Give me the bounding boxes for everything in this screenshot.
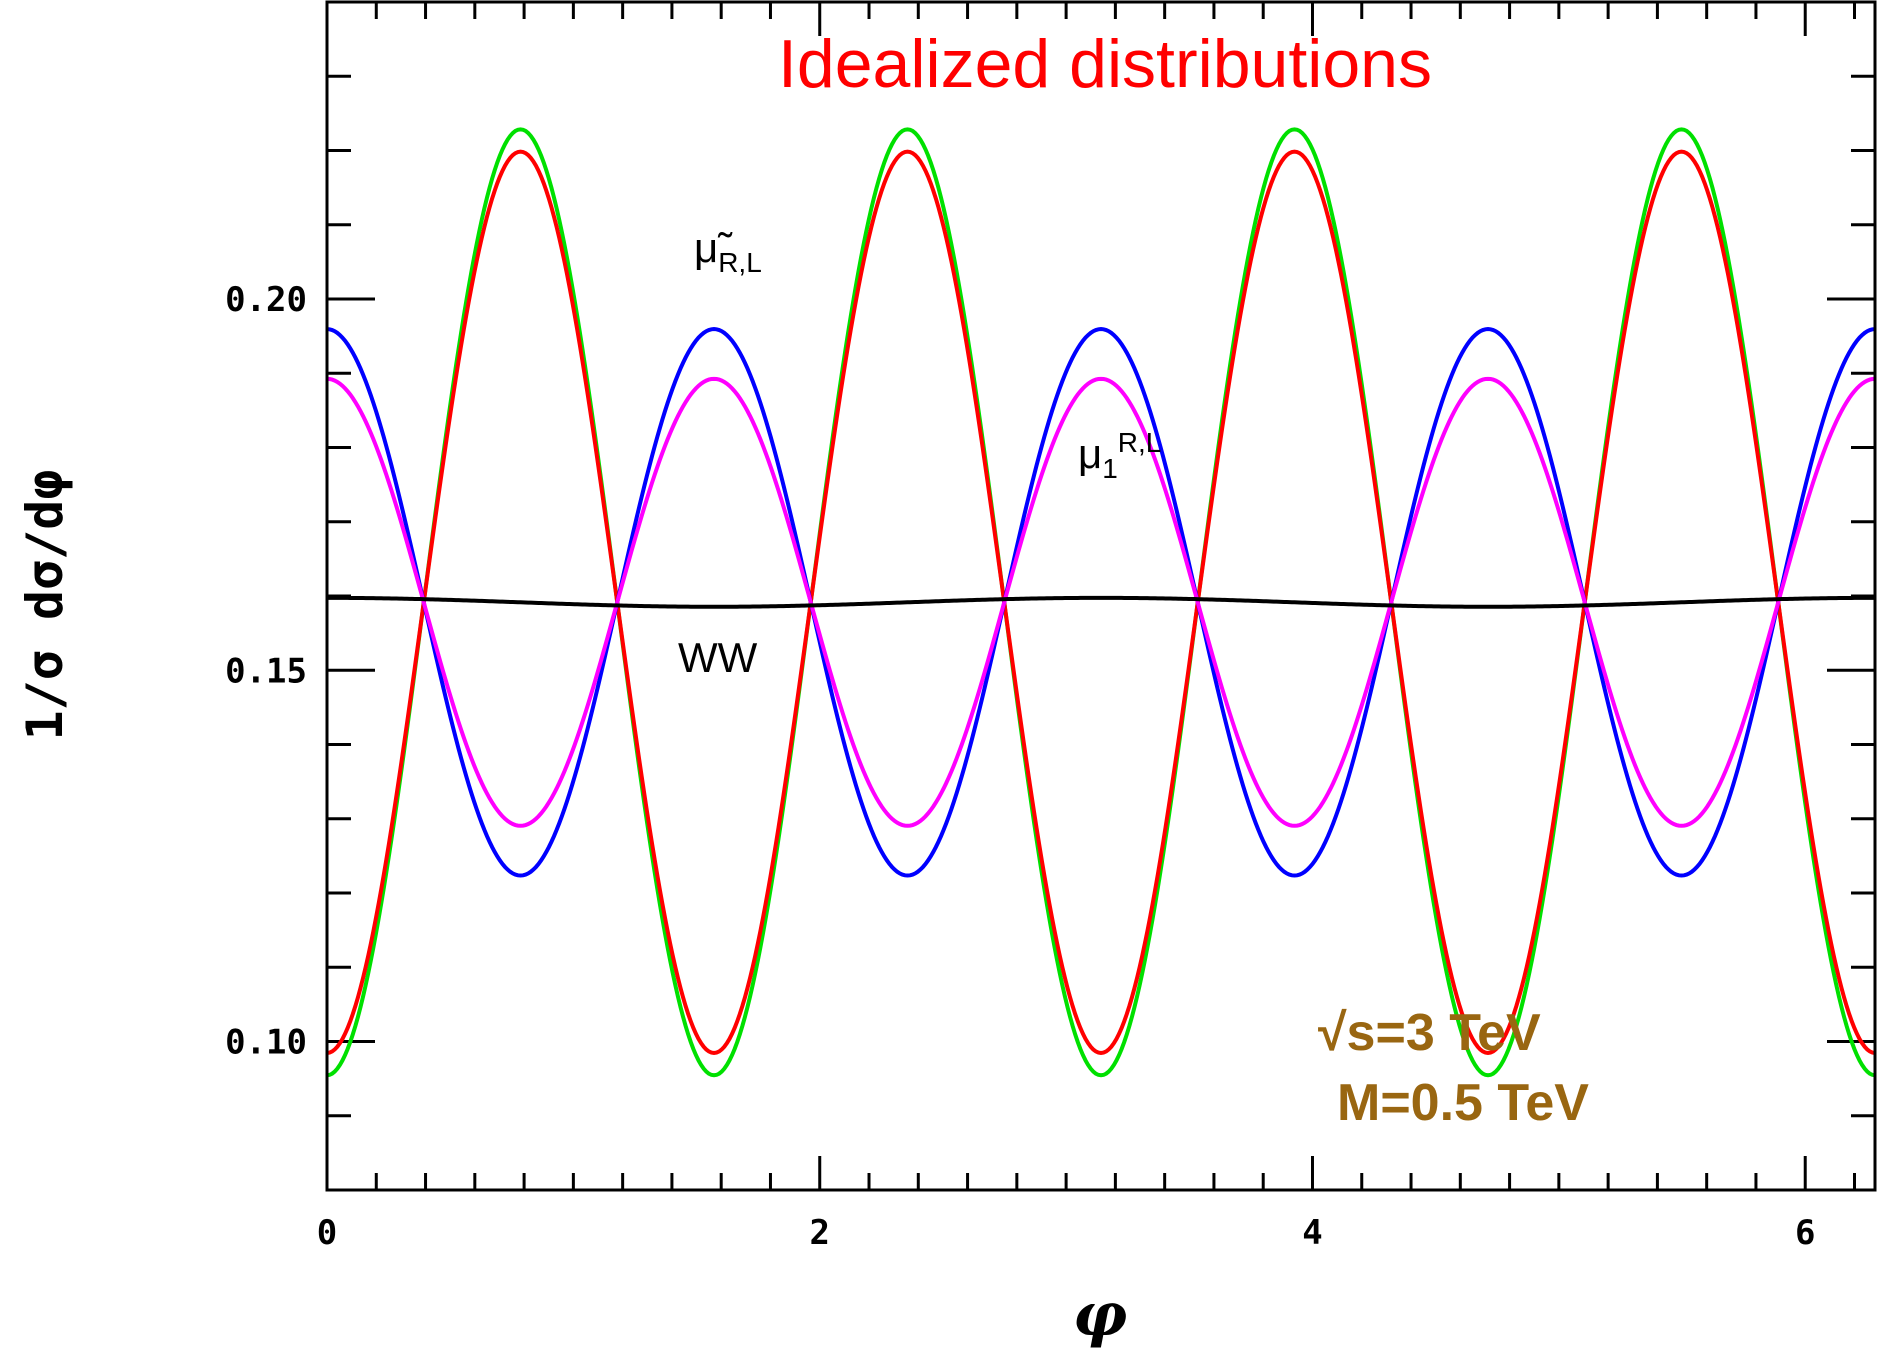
y-tick-label: 0.15	[225, 651, 307, 691]
chart-title: Idealized distributions	[778, 26, 1432, 102]
kk-muon-label: μ1R,L	[1078, 427, 1161, 484]
plot-frame	[325, 0, 1877, 1192]
kk-muon-label-sub: 1	[1102, 453, 1118, 484]
smuon-label-sub: R,L	[718, 247, 762, 278]
y-tick-label: 0.10	[225, 1023, 307, 1063]
ww-label: WW	[678, 634, 758, 681]
series-line-2	[326, 327, 1876, 878]
plot-curves	[326, 127, 1876, 1078]
x-tick-label: 4	[1302, 1213, 1322, 1253]
x-tick-label: 6	[1795, 1213, 1815, 1253]
series-line-3	[326, 376, 1876, 828]
mass-label: M=0.5 TeV	[1337, 1074, 1589, 1132]
x-tick-label: 2	[810, 1213, 830, 1253]
series-line-1	[326, 149, 1876, 1056]
energy-label: √s=3 TeV	[1318, 1004, 1541, 1062]
smuon-label: μ̃R,L	[694, 224, 762, 278]
x-tick-label: 0	[317, 1213, 337, 1253]
tick-labels: 0 2 4 6 0.10 0.15 0.20	[225, 280, 1815, 1253]
y-axis-label: 1/σ dσ/dφ	[16, 470, 74, 741]
kk-muon-label-sup: R,L	[1118, 427, 1162, 458]
x-axis-label: φ	[1073, 1280, 1127, 1350]
axis-ticks	[325, 0, 1875, 1192]
y-tick-label: 0.20	[225, 280, 307, 320]
series-line-4	[327, 595, 1875, 609]
kk-muon-label-main: μ	[1078, 430, 1102, 477]
